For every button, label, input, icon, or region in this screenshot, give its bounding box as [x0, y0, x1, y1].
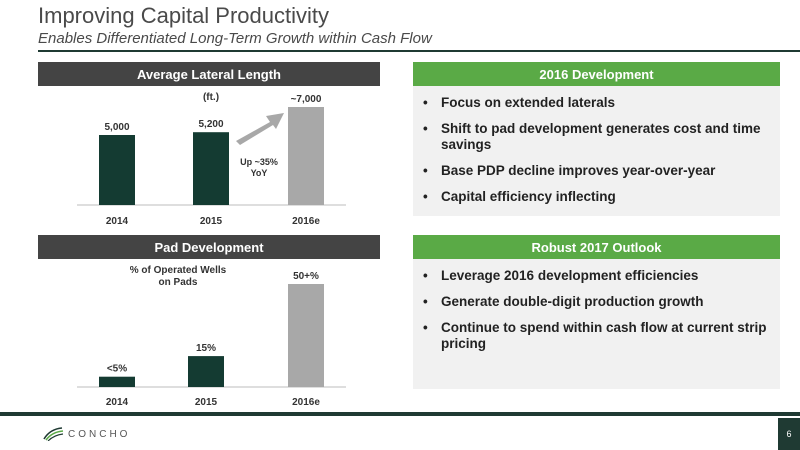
- lateral-bar: [99, 135, 135, 205]
- bullet-item: • Base PDP decline improves year-over-yea…: [423, 163, 716, 178]
- page-title: Improving Capital Productivity: [38, 3, 330, 28]
- bullet-item: • Generate double-digit production growth: [423, 294, 704, 309]
- footer-divider: [0, 412, 800, 416]
- pad-development-heading: Pad Development: [154, 239, 264, 255]
- pad-bar: [99, 376, 135, 387]
- bullet-item: • Capital efficiency inflecting: [423, 189, 616, 204]
- lateral-data-label: 5,200: [198, 119, 223, 130]
- growth-annotation: YoY: [251, 168, 268, 178]
- pad-chart-title: % of Operated Wells: [130, 265, 227, 276]
- lateral-data-label: 5,000: [104, 122, 129, 133]
- bullet-icon: •: [423, 320, 428, 335]
- outlook-2017-bullets: • Leverage 2016 development efficiencies …: [419, 268, 770, 352]
- outlook-2017-panel: • Leverage 2016 development efficiencies …: [413, 259, 780, 389]
- lateral-chart-title: (ft.): [203, 92, 219, 103]
- pad-data-label: 50+%: [293, 271, 319, 282]
- pad-bar: [288, 284, 324, 387]
- bullet-icon: •: [423, 268, 428, 283]
- pad-category-label: 2015: [195, 397, 218, 408]
- lateral-bar: [193, 132, 229, 205]
- pad-data-label: 15%: [196, 343, 216, 354]
- company-logo: CONCHO: [42, 427, 130, 441]
- bullet-icon: •: [423, 95, 428, 110]
- logo-icon: [43, 427, 64, 441]
- development-2016-bullets: • Focus on extended laterals • Shift to pa…: [419, 95, 770, 205]
- bullet-item: • Focus on extended laterals: [423, 95, 616, 110]
- pad-category-label: 2014: [106, 397, 129, 408]
- lateral-category-label: 2014: [106, 216, 129, 227]
- lateral-length-heading: Average Lateral Length: [136, 66, 281, 82]
- development-2016-heading: 2016 Development: [539, 66, 654, 82]
- lateral-data-label: ~7,000: [291, 94, 322, 105]
- title-divider: [38, 50, 800, 52]
- lateral-bar: [288, 107, 324, 205]
- growth-arrow-icon: [236, 113, 284, 145]
- pad-chart-title: on Pads: [159, 277, 198, 288]
- development-2016-header: 2016 Development: [413, 62, 780, 86]
- pad-data-label: <5%: [107, 364, 127, 375]
- bullet-item: • Leverage 2016 development efficiencies: [423, 268, 699, 283]
- growth-annotation: Up ~35%: [240, 157, 278, 167]
- pad-bar: [188, 356, 224, 387]
- bullet-icon: •: [423, 121, 428, 136]
- page-number: 6: [778, 418, 800, 450]
- outlook-2017-header: Robust 2017 Outlook: [413, 235, 780, 259]
- lateral-length-header: Average Lateral Length: [38, 62, 380, 86]
- pad-category-label: 2016e: [292, 397, 320, 408]
- development-2016-panel: • Focus on extended laterals • Shift to pa…: [413, 86, 780, 216]
- bullet-item: • Continue to spend within cash flow at c…: [423, 320, 767, 351]
- pad-development-header: Pad Development: [38, 235, 380, 259]
- page-subtitle: Enables Differentiated Long-Term Growth …: [38, 30, 432, 47]
- bullet-icon: •: [423, 189, 428, 204]
- bullet-icon: •: [423, 163, 428, 178]
- bullet-icon: •: [423, 294, 428, 309]
- outlook-2017-heading: Robust 2017 Outlook: [531, 239, 662, 255]
- lateral-category-label: 2015: [200, 216, 223, 227]
- lateral-category-label: 2016e: [292, 216, 320, 227]
- bullet-item: • Shift to pad development generates cost…: [423, 121, 761, 152]
